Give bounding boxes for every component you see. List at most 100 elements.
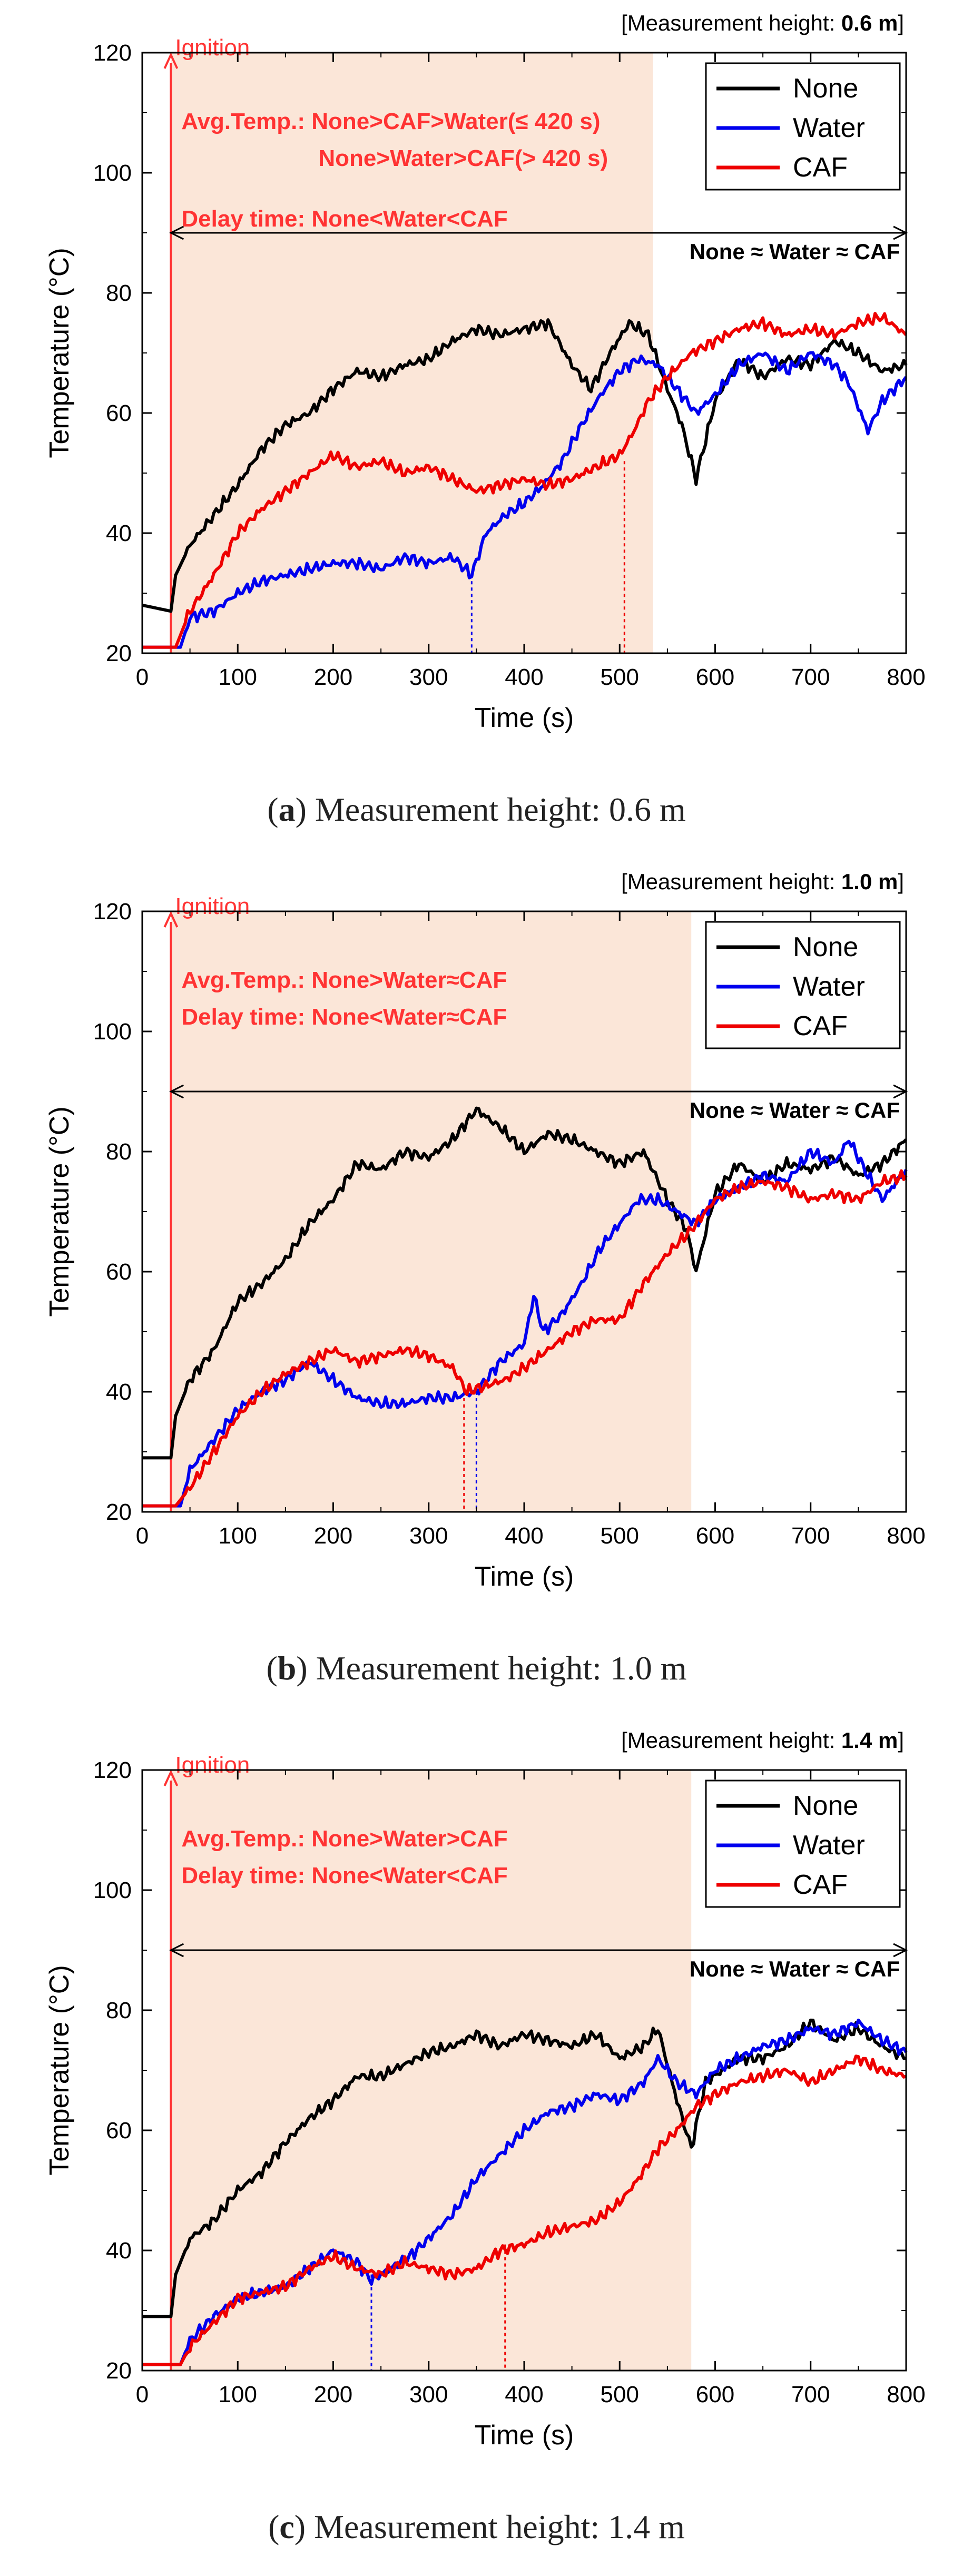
steady-state-label: None ≈ Water ≈ CAF [690, 1956, 900, 1981]
caption-a: (a) Measurement height: 0.6 m [267, 791, 686, 828]
annotation-0: Avg.Temp.: None>CAF>Water(≤ 420 s) [181, 109, 600, 134]
legend-label-caf: CAF [793, 1870, 848, 1900]
y-tick-label-40: 40 [106, 2238, 132, 2264]
y-tick-label-60: 60 [106, 1259, 132, 1285]
y-tick-label-120: 120 [93, 899, 132, 925]
annotation-0: Avg.Temp.: None>Water≈CAF [181, 967, 507, 993]
x-tick-label-800: 800 [887, 2382, 925, 2407]
x-tick-label-200: 200 [314, 2382, 352, 2407]
y-axis-label: Temperature (°C) [44, 1106, 75, 1316]
x-tick-label-500: 500 [601, 2382, 639, 2407]
measurement-height-label: [Measurement height: 0.6 m] [621, 11, 904, 35]
x-tick-label-100: 100 [219, 1523, 257, 1549]
caption-c: (c) Measurement height: 1.4 m [268, 2508, 685, 2545]
chart-a: Ignition [Measurement height: 0.6 m] Avg.T… [44, 11, 926, 733]
annotation-1: None>Water>CAF(> 420 s) [318, 145, 608, 171]
shaded-region [171, 911, 692, 1512]
ignition-label: Ignition [175, 893, 250, 919]
y-tick-label-40: 40 [106, 520, 132, 546]
caption-c-text: Measurement height: 1.4 m [314, 2508, 685, 2545]
header-text: [Measurement height: [621, 11, 841, 35]
ignition-label: Ignition [175, 35, 250, 61]
y-tick-label-120: 120 [93, 40, 132, 66]
series-line-caf [142, 312, 908, 649]
ignition-label: Ignition [175, 1752, 250, 1778]
x-tick-label-700: 700 [791, 2382, 830, 2407]
y-tick-label-100: 100 [93, 1019, 132, 1045]
x-axis-label: Time (s) [475, 1561, 574, 1592]
chart-b: Ignition [Measurement height: 1.0 m] Avg.T… [44, 869, 926, 1592]
y-axis-label: Temperature (°C) [44, 1965, 75, 2175]
caption-b: (b) Measurement height: 1.0 m [266, 1649, 687, 1687]
x-tick-label-500: 500 [601, 664, 639, 690]
x-tick-label-200: 200 [314, 1523, 352, 1549]
annotation-1: Delay time: None<Water<CAF [181, 1863, 507, 1889]
y-axis-label: Temperature (°C) [44, 248, 75, 458]
legend-label-water: Water [793, 113, 865, 143]
header-close: ] [898, 11, 904, 35]
x-tick-label-200: 200 [314, 664, 352, 690]
legend-label-caf: CAF [793, 152, 848, 183]
caption-b-label: b [277, 1649, 297, 1687]
steady-state-label: None ≈ Water ≈ CAF [690, 239, 900, 264]
series-line-none [142, 2018, 907, 2318]
chart-c: Ignition [Measurement height: 1.4 m] Avg.T… [44, 1728, 926, 2451]
panel-c: Ignition [Measurement height: 1.4 m] Avg.T… [0, 1717, 953, 2576]
header-value: 0.6 m [841, 11, 898, 35]
panel-a: Ignition [Measurement height: 0.6 m] Avg.T… [0, 0, 953, 859]
y-tick-label-60: 60 [106, 2118, 132, 2144]
header-text: [Measurement height: [621, 869, 841, 894]
x-tick-label-700: 700 [791, 1523, 830, 1549]
x-tick-label-600: 600 [696, 1523, 734, 1549]
series-line-none [142, 1106, 908, 1460]
x-tick-label-700: 700 [791, 664, 830, 690]
x-axis-label: Time (s) [475, 703, 574, 733]
x-tick-label-400: 400 [505, 2382, 543, 2407]
x-tick-label-800: 800 [887, 1523, 925, 1549]
y-tick-label-20: 20 [106, 641, 132, 666]
x-tick-label-800: 800 [887, 664, 925, 690]
y-tick-label-60: 60 [106, 400, 132, 426]
header-value: 1.4 m [841, 1728, 898, 1753]
x-tick-label-0: 0 [136, 2382, 149, 2407]
y-tick-label-40: 40 [106, 1379, 132, 1405]
shaded-region [171, 1770, 692, 2371]
x-tick-label-0: 0 [136, 1523, 149, 1549]
ignition-arrow-head [163, 52, 179, 69]
annotation-1: Delay time: None<Water≈CAF [181, 1004, 507, 1030]
range-arrow-left-head [169, 1084, 184, 1099]
x-tick-label-100: 100 [219, 2382, 257, 2407]
x-tick-label-300: 300 [409, 1523, 448, 1549]
series-line-caf [142, 1169, 908, 1508]
range-arrow-left-head [169, 225, 184, 240]
series-line-water [142, 2018, 908, 2366]
caption-c-label: c [279, 2508, 294, 2545]
annotation-0: Avg.Temp.: None>Water>CAF [181, 1826, 507, 1852]
legend-label-water: Water [793, 971, 865, 1002]
panel-b: Ignition [Measurement height: 1.0 m] Avg.T… [0, 859, 953, 1717]
legend-label-none: None [793, 932, 858, 962]
header-text: [Measurement height: [621, 1728, 841, 1753]
series-line-water [142, 351, 908, 649]
y-tick-label-80: 80 [106, 1139, 132, 1165]
y-tick-label-100: 100 [93, 160, 132, 186]
y-tick-label-100: 100 [93, 1877, 132, 1903]
ignition-arrow-head [163, 911, 179, 928]
steady-state-label: None ≈ Water ≈ CAF [690, 1098, 900, 1123]
x-tick-label-400: 400 [505, 664, 543, 690]
annotation-2: Delay time: None<Water<CAF [181, 206, 507, 232]
range-arrow-left-head [169, 1943, 184, 1958]
x-tick-label-0: 0 [136, 664, 149, 690]
header-value: 1.0 m [841, 869, 898, 894]
caption-b-text: Measurement height: 1.0 m [316, 1649, 687, 1687]
header-close: ] [898, 1728, 904, 1753]
x-tick-label-600: 600 [696, 664, 734, 690]
series-line-caf [142, 2054, 907, 2366]
y-tick-label-80: 80 [106, 1998, 132, 2023]
x-tick-label-600: 600 [696, 2382, 734, 2407]
caption-a-text: Measurement height: 0.6 m [315, 791, 686, 828]
y-tick-label-120: 120 [93, 1757, 132, 1783]
x-tick-label-300: 300 [409, 2382, 448, 2407]
shaded-region [171, 53, 653, 653]
x-tick-label-100: 100 [219, 664, 257, 690]
